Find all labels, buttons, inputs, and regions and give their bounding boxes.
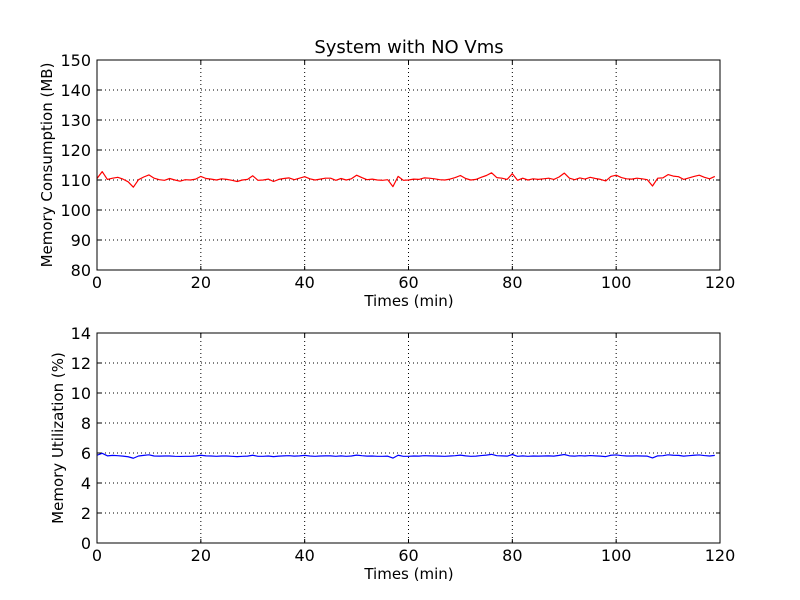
x-tick-label: 40 xyxy=(294,273,314,292)
x-tick-label: 100 xyxy=(601,546,632,565)
x-tick-label: 80 xyxy=(502,546,522,565)
y-tick-label: 2 xyxy=(81,504,91,523)
y-tick-label: 80 xyxy=(71,261,91,280)
x-tick-label: 100 xyxy=(601,273,632,292)
y-tick-label: 12 xyxy=(71,354,91,373)
y-axis-label: Memory Consumption (MB) xyxy=(38,63,56,268)
x-axis-label: Times (min) xyxy=(363,292,453,310)
y-tick-label: 4 xyxy=(81,474,91,493)
y-tick-label: 150 xyxy=(60,51,91,70)
y-tick-label: 110 xyxy=(60,171,91,190)
x-tick-label: 80 xyxy=(502,273,522,292)
y-tick-label: 10 xyxy=(71,384,91,403)
y-tick-label: 0 xyxy=(81,534,91,553)
y-tick-label: 130 xyxy=(60,111,91,130)
y-tick-label: 100 xyxy=(60,201,91,220)
memory-utilization-chart: Times (min) Memory Utilization (%) 0 20 40… xyxy=(49,324,735,583)
y-tick-label: 90 xyxy=(71,231,91,250)
y-tick-label: 14 xyxy=(71,324,91,343)
y-tick-label: 8 xyxy=(81,414,91,433)
memory-consumption-chart: Times (min) Memory Consumption (MB) 0 20 4… xyxy=(38,51,735,310)
y-tick-label: 6 xyxy=(81,444,91,463)
x-tick-label: 20 xyxy=(191,546,211,565)
x-tick-label: 20 xyxy=(191,273,211,292)
x-tick-label: 60 xyxy=(398,273,418,292)
x-tick-label: 120 xyxy=(705,273,736,292)
x-tick-label: 40 xyxy=(294,546,314,565)
x-axis-label: Times (min) xyxy=(363,565,453,583)
x-tick-label: 60 xyxy=(398,546,418,565)
series-line xyxy=(96,452,715,459)
x-tick-label: 120 xyxy=(705,546,736,565)
x-tick-label: 0 xyxy=(92,273,102,292)
series-line xyxy=(96,171,716,188)
chart-title: System with NO Vms xyxy=(314,37,503,58)
y-tick-label: 120 xyxy=(60,141,91,160)
y-axis-label: Memory Utilization (%) xyxy=(49,352,67,524)
y-tick-label: 140 xyxy=(60,81,91,100)
x-tick-label: 0 xyxy=(92,546,102,565)
